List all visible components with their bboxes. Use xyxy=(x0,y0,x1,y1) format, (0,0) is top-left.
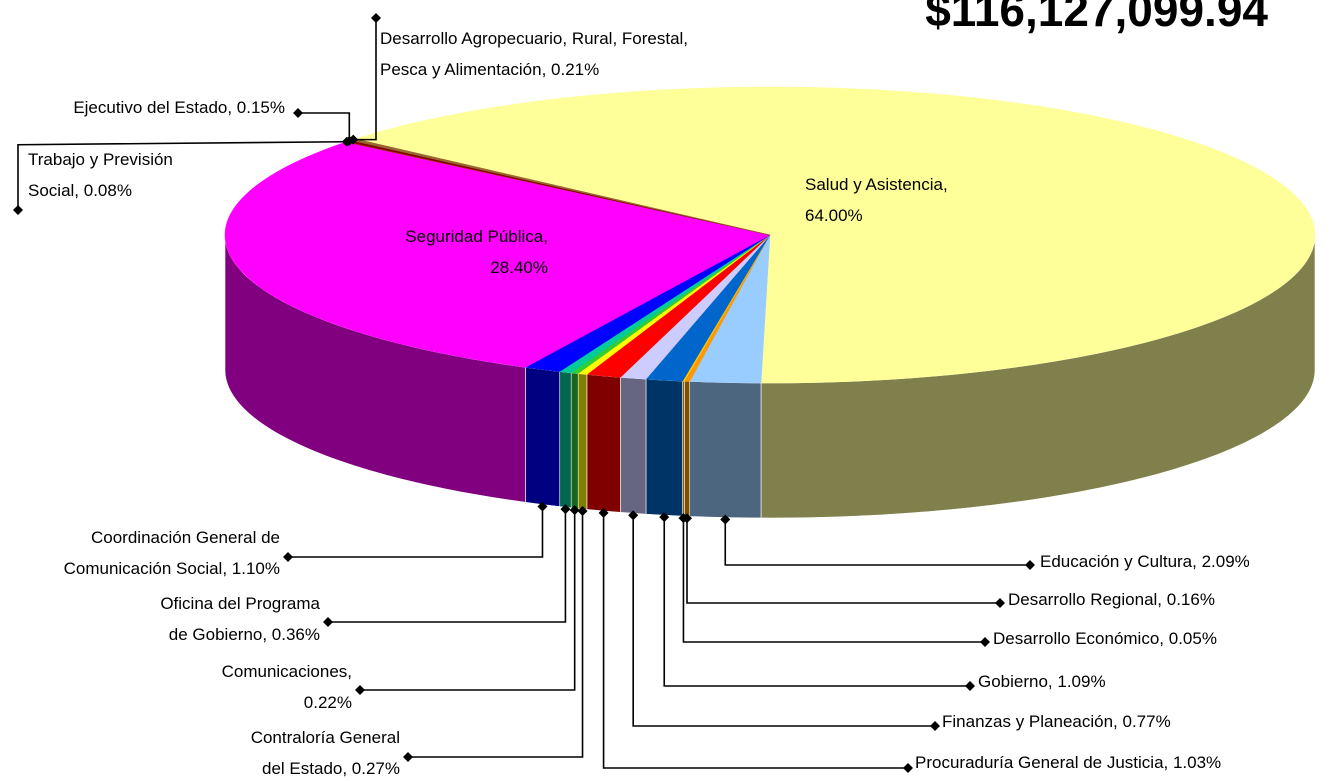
slice-label: Comunicaciones, 0.22% xyxy=(222,662,352,712)
pie-tops xyxy=(224,86,1316,384)
slice-label: Coordinación General de Comunicación Soci… xyxy=(64,528,280,578)
leader-line xyxy=(328,509,567,623)
slice-label-line: Salud y Asistencia, xyxy=(805,175,948,194)
leader-line xyxy=(353,18,377,141)
leader-line xyxy=(602,512,908,769)
slice-label-line: Seguridad Pública, xyxy=(405,227,548,246)
leader-line xyxy=(360,510,576,691)
slice-label-line: Desarrollo Regional, 0.16% xyxy=(1008,590,1215,609)
leader-marker xyxy=(403,752,413,762)
slice-label-line: Gobierno, 1.09% xyxy=(978,672,1106,691)
pie-slice-side xyxy=(586,374,621,513)
slice-label-line: Ejecutivo del Estado, 0.15% xyxy=(73,98,285,117)
slice-label: Salud y Asistencia, 64.00% xyxy=(805,175,948,225)
slice-label: Contraloría General del Estado, 0.27% xyxy=(251,728,400,778)
leader-marker xyxy=(348,134,359,145)
leader-marker xyxy=(995,598,1005,608)
leader-marker xyxy=(678,513,689,524)
slice-label-line: Procuraduría General de Justicia, 1.03% xyxy=(915,753,1221,772)
leader-marker xyxy=(598,507,609,518)
slice-label-line: 28.40% xyxy=(490,258,548,277)
chart-title: $116,127,099.94 xyxy=(925,0,1268,36)
slice-label: Ejecutivo del Estado, 0.15% xyxy=(73,98,285,117)
leader-marker xyxy=(371,13,381,23)
slice-label-line: Contraloría General xyxy=(251,728,400,747)
slice-label-line: Pesca y Alimentación, 0.21% xyxy=(380,60,599,79)
pie-slice-side xyxy=(570,372,579,509)
leader-marker xyxy=(355,685,365,695)
slice-label-line: Desarrollo Agropecuario, Rural, Forestal… xyxy=(380,29,688,48)
leader-line xyxy=(724,519,1030,566)
pie-slice-side xyxy=(683,380,691,517)
slice-label-line: Coordinación General de xyxy=(91,528,280,547)
leader-marker xyxy=(569,505,580,516)
leader-marker xyxy=(560,504,571,515)
pie-slice-side xyxy=(620,376,647,515)
slice-label-line: Comunicaciones, xyxy=(222,662,352,681)
leader-line xyxy=(408,510,584,758)
leader-line xyxy=(632,515,935,727)
slice-label-line: Desarrollo Económico, 0.05% xyxy=(993,629,1217,648)
slice-label: Educación y Cultura, 2.09% xyxy=(1040,552,1250,571)
leader-line xyxy=(686,518,1000,604)
pie-slice-side xyxy=(525,366,561,507)
leader-marker xyxy=(13,205,23,215)
slice-label-line: 0.22% xyxy=(304,693,352,712)
leader-marker xyxy=(323,617,333,627)
leader-marker xyxy=(283,552,293,562)
leader-line xyxy=(298,112,351,141)
pie-slice xyxy=(354,86,1316,384)
leader-marker xyxy=(577,505,588,516)
pie-sides xyxy=(224,234,1316,519)
slice-label-line: del Estado, 0.27% xyxy=(262,759,400,778)
slice-label: Trabajo y Previsión Social, 0.08% xyxy=(28,150,173,200)
pie-slice-side xyxy=(645,378,683,517)
leader-marker xyxy=(628,510,639,521)
leader-line xyxy=(288,506,544,558)
pie-slice-side xyxy=(559,371,572,509)
leader-line xyxy=(17,140,347,210)
leader-line xyxy=(682,518,985,643)
leader-marker xyxy=(965,681,975,691)
leader-marker xyxy=(293,108,303,118)
slice-label: Desarrollo Regional, 0.16% xyxy=(1008,590,1215,609)
slice-label-line: Oficina del Programa xyxy=(160,594,320,613)
leader-line xyxy=(663,517,970,687)
slice-label-line: 64.00% xyxy=(805,206,863,225)
slice-label: Procuraduría General de Justicia, 1.03% xyxy=(915,753,1221,772)
leader-marker xyxy=(930,721,940,731)
slice-label: Finanzas y Planeación, 0.77% xyxy=(942,712,1171,731)
leader-marker xyxy=(980,637,990,647)
slice-label-line: Finanzas y Planeación, 0.77% xyxy=(942,712,1171,731)
leader-marker xyxy=(720,514,731,525)
leader-marker xyxy=(1025,560,1035,570)
slice-label-line: Trabajo y Previsión xyxy=(28,150,173,169)
slice-label: Oficina del Programa de Gobierno, 0.36% xyxy=(160,594,320,644)
slice-label-line: Social, 0.08% xyxy=(28,181,132,200)
slice-label: Desarrollo Agropecuario, Rural, Forestal… xyxy=(380,29,688,79)
slice-label: Gobierno, 1.09% xyxy=(978,672,1106,691)
pie-slice-side xyxy=(577,373,588,510)
pie-slice xyxy=(224,141,771,368)
slice-label: Desarrollo Económico, 0.05% xyxy=(993,629,1217,648)
pie-slice-side xyxy=(689,381,762,519)
leader-marker xyxy=(537,501,548,512)
leader-marker xyxy=(659,512,670,523)
leader-marker xyxy=(903,763,913,773)
slice-label-line: de Gobierno, 0.36% xyxy=(169,625,320,644)
slice-label-line: Educación y Cultura, 2.09% xyxy=(1040,552,1250,571)
slice-label: Seguridad Pública, 28.40% xyxy=(405,227,548,277)
slice-label-line: Comunicación Social, 1.10% xyxy=(64,559,280,578)
